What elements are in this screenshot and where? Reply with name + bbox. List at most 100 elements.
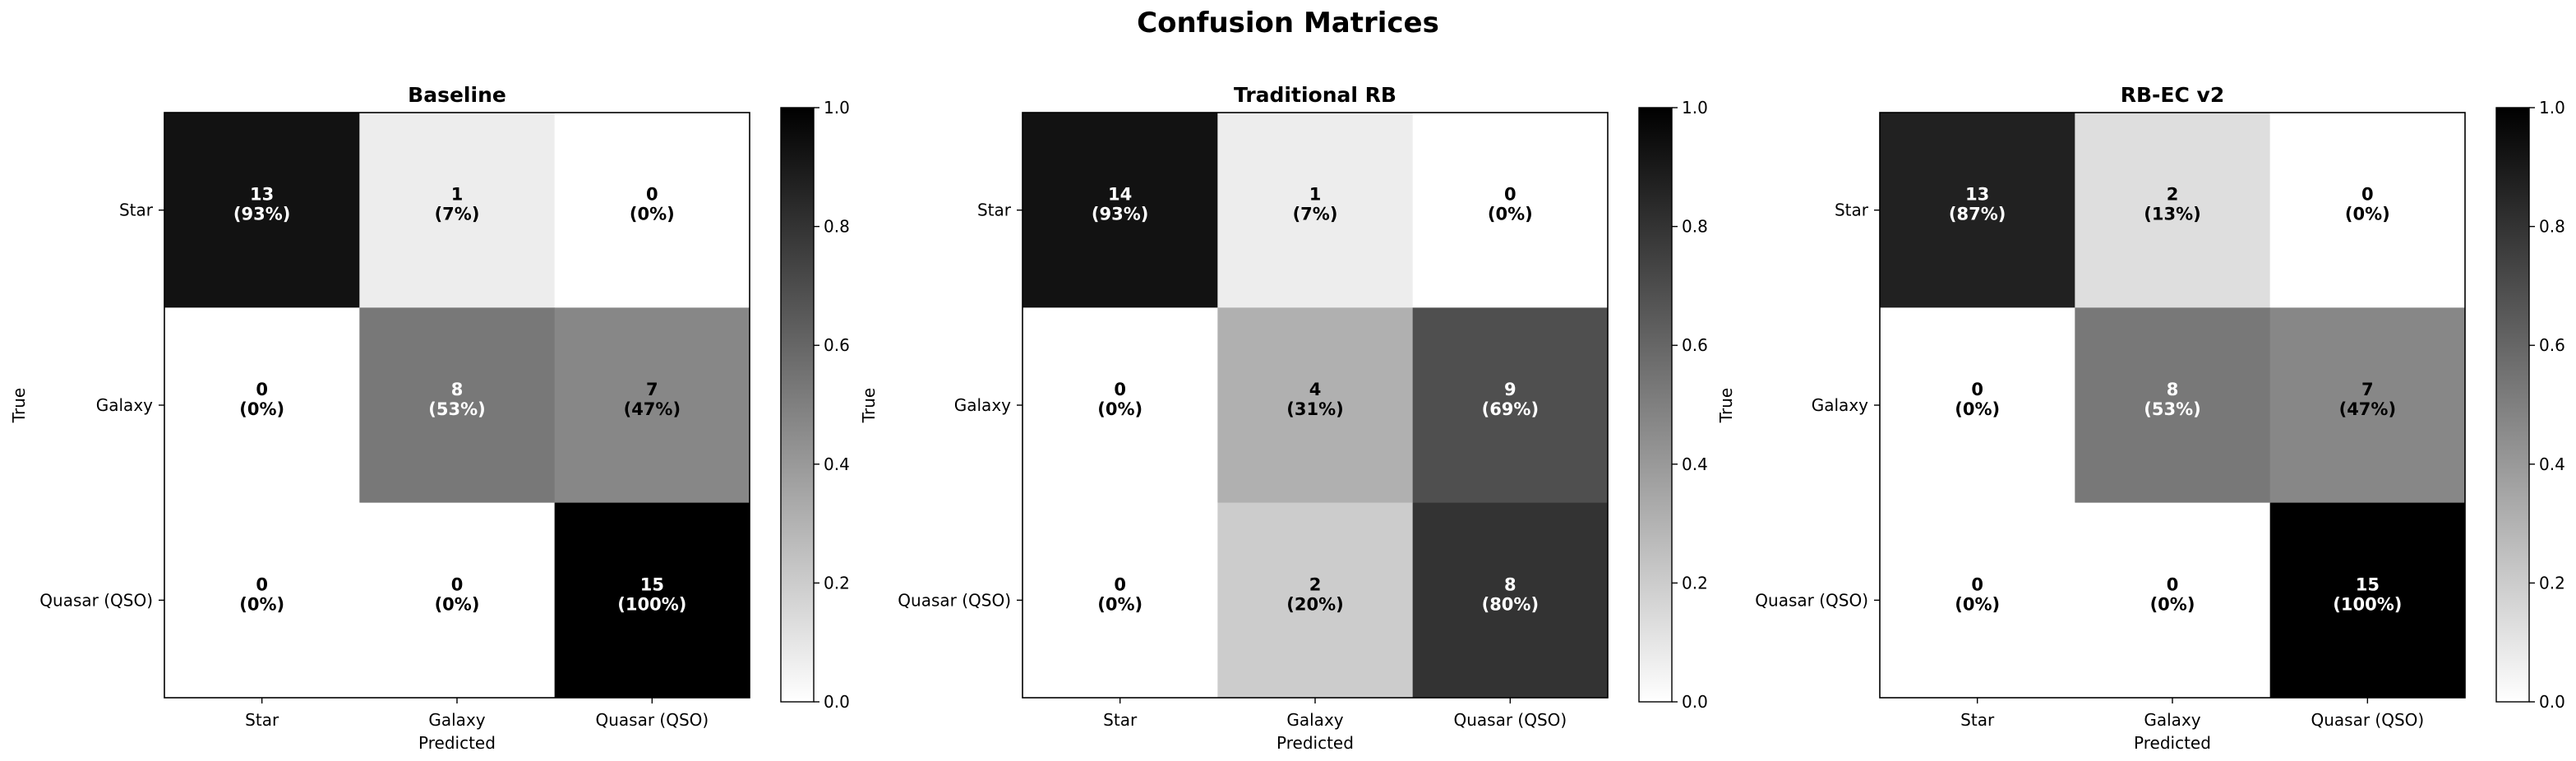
colorbar-tick-label: 0.6: [1682, 335, 1708, 355]
matrix-cell: [359, 502, 556, 699]
cell-label-line: 0: [256, 574, 268, 594]
x-axis-label: Predicted: [418, 733, 496, 753]
colorbar-tick-label: 0.4: [2539, 454, 2565, 474]
cell-label-line: (53%): [2144, 399, 2200, 419]
confusion-matrix-panel-1: 13 (93%)1 (7%)0 (0%)0 (0%)8 (53%)7 (47%)0 (0%)0…: [9, 83, 850, 753]
cell-label: 0 (0%): [239, 380, 284, 419]
cell-label-line: (0%): [1097, 399, 1143, 419]
cell-label: 0 (0%): [1488, 185, 1533, 224]
y-tick-label: Galaxy: [1812, 395, 1868, 415]
x-tick-label: Galaxy: [2144, 710, 2200, 730]
colorbar: [1638, 107, 1673, 703]
matrix-cell: [554, 502, 750, 699]
cell-label-line: 1: [451, 185, 464, 205]
confusion-matrix-panel-3: 13 (87%)2 (13%)0 (0%)0 (0%)8 (53%)7 (47%)0 (0%)…: [1716, 83, 2565, 753]
cell-label-line: 0: [1504, 185, 1517, 205]
panel-title: Baseline: [408, 83, 506, 107]
cell-label-line: (7%): [435, 205, 480, 224]
cell-label: 8 (80%): [1482, 574, 1539, 614]
matrix-cell: [1023, 502, 1218, 699]
x-tick-label: Galaxy: [1286, 710, 1343, 730]
colorbar-tick-label: 0.4: [824, 454, 850, 474]
cell-label: 0 (0%): [435, 574, 480, 614]
cell-label-line: (100%): [2333, 594, 2402, 614]
cell-label-line: (93%): [233, 205, 290, 224]
cell-label: 13 (93%): [233, 185, 290, 224]
matrix-cell: [1412, 307, 1609, 504]
cell-label-line: 15: [640, 574, 664, 594]
colorbar-tick-label: 1.0: [2539, 98, 2565, 118]
matrix-cell: [554, 113, 750, 308]
cell-label-line: 0: [1114, 574, 1126, 594]
y-axis-label: True: [859, 388, 879, 423]
cell-label-line: (53%): [428, 399, 485, 419]
cell-label-line: (0%): [1097, 594, 1143, 614]
y-tick-label: Star: [119, 201, 154, 220]
cell-label: 2 (13%): [2144, 185, 2200, 224]
panel-title: Traditional RB: [1234, 83, 1396, 107]
matrix-cell: [164, 113, 360, 308]
cell-label-line: 7: [646, 380, 658, 399]
y-axis-label: True: [1716, 388, 1736, 423]
cell-label: 14 (93%): [1092, 185, 1148, 224]
x-tick-label: Quasar (QSO): [2311, 710, 2424, 730]
cell-label: 15 (100%): [617, 574, 686, 614]
matrix-cell: [164, 502, 360, 699]
matrix-cell: [2075, 307, 2271, 504]
matrix-cell: [1880, 113, 2075, 308]
cell-label-line: 15: [2356, 574, 2380, 594]
cell-label-line: 8: [2167, 380, 2179, 399]
colorbar-tick-label: 1.0: [824, 98, 850, 118]
cell-label-line: 7: [2361, 380, 2374, 399]
cell-label-line: 8: [451, 380, 464, 399]
cell-label-line: (0%): [630, 205, 675, 224]
matrix-cell: [359, 113, 556, 308]
x-axis-label: Predicted: [2134, 733, 2211, 753]
matrix-cell: [2075, 502, 2271, 699]
cell-label-line: (20%): [1286, 594, 1343, 614]
x-tick-label: Star: [1960, 710, 1995, 730]
cell-label-line: (0%): [2345, 205, 2390, 224]
cell-label: 1 (7%): [435, 185, 480, 224]
cell-label-line: (80%): [1482, 594, 1539, 614]
cell-label: 0 (0%): [1097, 380, 1143, 419]
cell-label-line: (47%): [2339, 399, 2396, 419]
colorbar-tick-label: 0.8: [1682, 217, 1708, 237]
cell-label: 0 (0%): [1955, 574, 2000, 614]
matrix-cell: [1412, 113, 1609, 308]
figure-title: Confusion Matrices: [1137, 7, 1439, 39]
cell-label-line: 0: [451, 574, 464, 594]
cell-label-line: (0%): [239, 399, 284, 419]
cell-label-line: 4: [1309, 380, 1322, 399]
cell-label: 7 (47%): [624, 380, 681, 419]
cell-label: 9 (69%): [1482, 380, 1539, 419]
cell-label-line: 8: [1504, 574, 1517, 594]
cell-label-line: (13%): [2144, 205, 2200, 224]
cell-label: 0 (0%): [1955, 380, 2000, 419]
cell-label-line: 14: [1108, 185, 1132, 205]
cell-label: 15 (100%): [2333, 574, 2402, 614]
colorbar-tick-label: 0.6: [2539, 335, 2565, 355]
x-tick-label: Galaxy: [428, 710, 485, 730]
matrix-cell: [2075, 113, 2271, 308]
cell-label: 0 (0%): [2345, 185, 2390, 224]
matrix-cell: [1023, 113, 1218, 308]
matrix-cell: [2269, 307, 2466, 504]
cell-label-line: 13: [1965, 185, 1989, 205]
colorbar-tick-label: 0.8: [824, 217, 850, 237]
cell-label-line: (0%): [1488, 205, 1533, 224]
colorbar-tick-label: 0.0: [1682, 692, 1708, 712]
x-tick-label: Quasar (QSO): [595, 710, 709, 730]
cell-label-line: 2: [2167, 185, 2179, 205]
y-tick-label: Quasar (QSO): [898, 590, 1011, 610]
cell-label-line: 0: [1971, 574, 1983, 594]
colorbar: [780, 107, 815, 703]
cell-label: 4 (31%): [1286, 380, 1343, 419]
matrix-cell: [1023, 307, 1218, 504]
matrix-cell: [554, 307, 750, 504]
cell-label: 7 (47%): [2339, 380, 2396, 419]
x-axis-label: Predicted: [1276, 733, 1354, 753]
colorbar-tick-label: 0.0: [824, 692, 850, 712]
